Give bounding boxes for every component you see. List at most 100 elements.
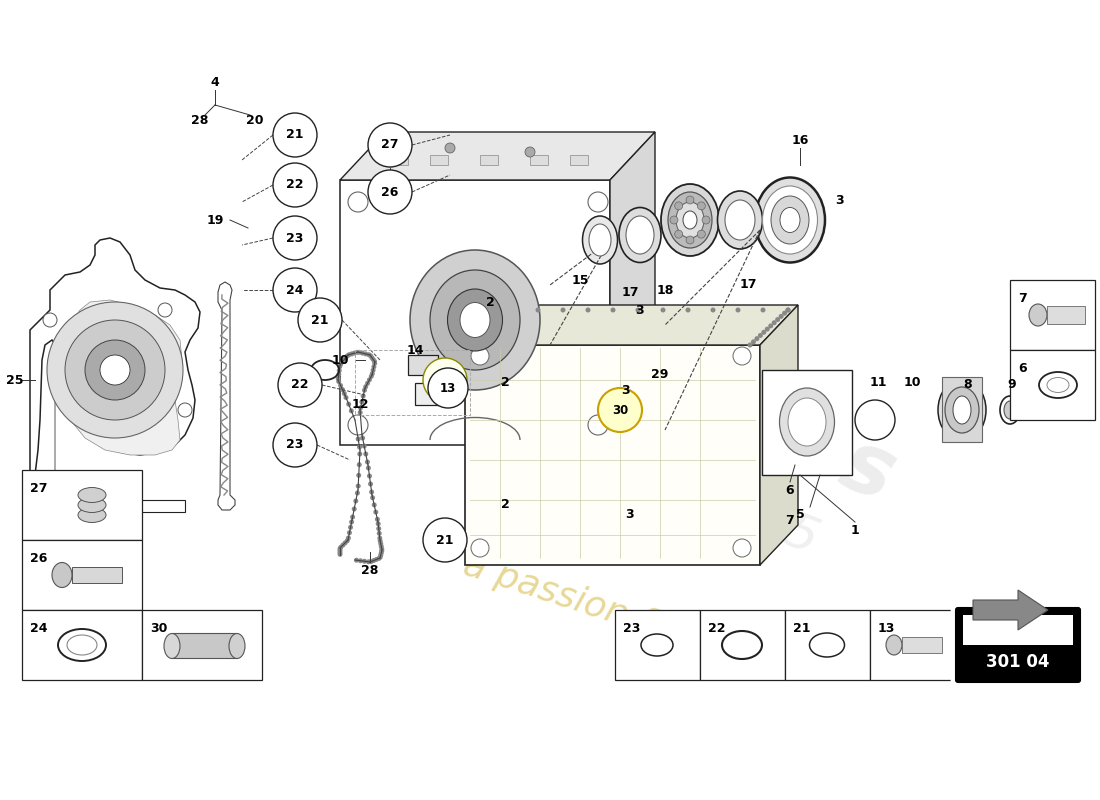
Text: 5: 5 (795, 509, 804, 522)
Circle shape (370, 355, 374, 360)
Circle shape (362, 388, 367, 393)
Ellipse shape (588, 224, 610, 256)
Circle shape (362, 443, 366, 449)
Circle shape (758, 333, 763, 338)
Text: 23: 23 (286, 438, 304, 451)
Ellipse shape (938, 379, 986, 441)
Circle shape (377, 554, 383, 560)
Circle shape (366, 352, 372, 357)
Text: 28: 28 (361, 563, 378, 577)
Circle shape (490, 326, 495, 331)
Circle shape (507, 310, 512, 316)
Circle shape (342, 356, 348, 361)
Circle shape (372, 361, 377, 366)
Circle shape (736, 307, 740, 313)
Circle shape (471, 347, 490, 365)
Circle shape (362, 558, 367, 564)
Circle shape (342, 391, 346, 396)
Circle shape (368, 170, 412, 214)
Circle shape (352, 506, 356, 511)
Circle shape (348, 192, 369, 212)
Bar (22, 470, 142, 540)
Circle shape (480, 336, 484, 341)
Circle shape (686, 236, 694, 244)
Ellipse shape (626, 216, 654, 254)
Circle shape (339, 362, 343, 366)
Text: 12: 12 (351, 398, 369, 411)
Text: eurospares: eurospares (372, 239, 908, 521)
Text: 3: 3 (626, 509, 635, 522)
Circle shape (337, 372, 341, 377)
Ellipse shape (886, 635, 902, 655)
Ellipse shape (676, 202, 704, 238)
Circle shape (336, 376, 341, 381)
FancyBboxPatch shape (952, 604, 1084, 686)
Circle shape (349, 351, 354, 357)
Text: 2: 2 (485, 295, 494, 309)
Circle shape (345, 535, 351, 541)
Circle shape (424, 358, 468, 402)
Circle shape (348, 525, 353, 530)
Bar (570, 155, 589, 165)
Text: 3: 3 (620, 383, 629, 397)
Circle shape (355, 490, 360, 495)
Circle shape (346, 352, 352, 357)
Ellipse shape (780, 388, 835, 456)
Text: 2: 2 (500, 498, 509, 511)
Bar (785, 610, 870, 680)
Circle shape (340, 359, 345, 364)
Circle shape (371, 357, 376, 362)
Ellipse shape (1028, 304, 1047, 326)
Circle shape (368, 482, 373, 486)
Text: 14: 14 (406, 343, 424, 357)
Circle shape (476, 339, 481, 344)
Circle shape (367, 474, 372, 478)
Circle shape (486, 330, 492, 334)
Circle shape (378, 550, 384, 555)
Circle shape (337, 379, 341, 384)
Circle shape (43, 313, 57, 327)
Circle shape (273, 163, 317, 207)
Circle shape (355, 437, 361, 442)
Text: 17: 17 (739, 278, 757, 290)
Bar (408, 355, 438, 375)
Text: 19: 19 (207, 214, 223, 226)
Circle shape (361, 394, 365, 398)
Text: 13: 13 (440, 382, 456, 394)
Text: 28: 28 (191, 114, 209, 126)
Circle shape (536, 307, 540, 313)
Circle shape (349, 408, 354, 414)
Circle shape (372, 358, 377, 364)
Text: 18: 18 (657, 283, 673, 297)
Circle shape (358, 451, 362, 457)
Text: 2: 2 (500, 375, 509, 389)
Circle shape (446, 143, 455, 153)
Bar (72, 567, 122, 583)
Circle shape (353, 498, 359, 503)
Ellipse shape (78, 498, 106, 513)
Bar (22, 540, 142, 610)
Circle shape (636, 307, 640, 313)
Circle shape (751, 339, 756, 344)
Text: 27: 27 (437, 374, 453, 386)
Circle shape (298, 298, 342, 342)
Circle shape (733, 539, 751, 557)
Text: 15: 15 (571, 274, 588, 286)
Text: 21: 21 (286, 129, 304, 142)
Text: 6: 6 (1018, 362, 1026, 375)
Bar (1010, 280, 1094, 350)
Circle shape (356, 462, 362, 467)
Circle shape (366, 559, 371, 564)
Text: 22: 22 (708, 622, 726, 635)
Circle shape (338, 548, 342, 553)
Circle shape (379, 548, 384, 554)
Bar (1047, 306, 1085, 324)
Text: 21: 21 (793, 622, 811, 635)
Circle shape (352, 415, 356, 420)
Polygon shape (55, 300, 182, 490)
Text: 23: 23 (286, 231, 304, 245)
Circle shape (360, 399, 364, 405)
Text: 30: 30 (612, 403, 628, 417)
Ellipse shape (1004, 401, 1016, 419)
Circle shape (376, 526, 382, 531)
